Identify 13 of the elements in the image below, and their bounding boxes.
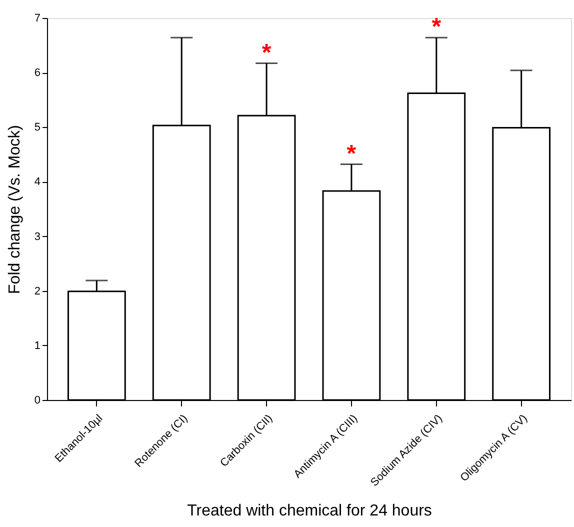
y-tick-label: 6 <box>34 67 40 80</box>
annotation: * <box>262 39 272 66</box>
y-tick-label: 0 <box>34 394 40 406</box>
y-tick-label: 1 <box>34 340 40 352</box>
y-tick-label: 4 <box>34 176 40 188</box>
annotation: * <box>346 140 357 168</box>
y-tick-label: 5 <box>34 122 40 134</box>
x-axis-title: Treated with chemical for 24 hours <box>187 502 432 520</box>
y-tick-label: 3 <box>34 230 40 243</box>
annotation: * <box>432 14 442 41</box>
y-tick-label: 2 <box>34 285 40 298</box>
y-axis-title: Fold change (Vs. Mock) <box>6 125 24 294</box>
y-tick-label: 7 <box>34 12 40 24</box>
